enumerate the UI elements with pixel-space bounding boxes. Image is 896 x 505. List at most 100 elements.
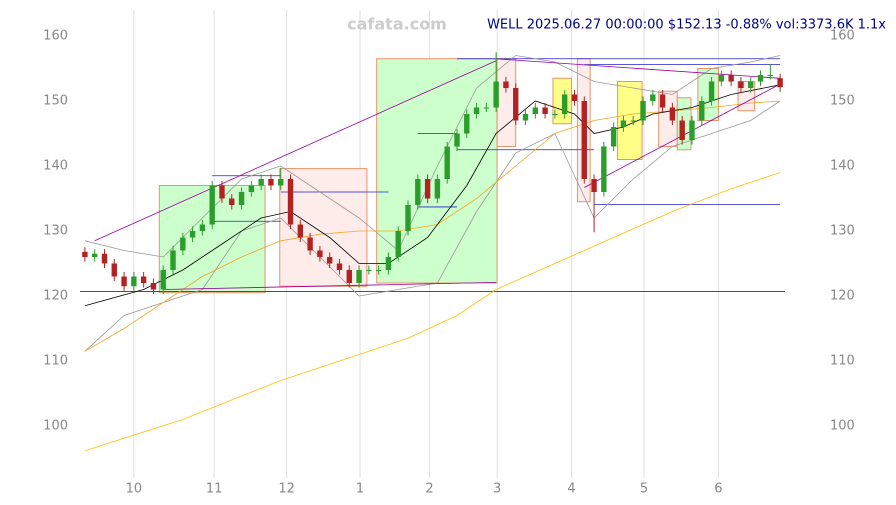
candle-body xyxy=(454,133,460,147)
y-tick-label: 130 xyxy=(43,224,68,239)
y-tick-label: 140 xyxy=(43,159,68,174)
candle-body xyxy=(385,257,392,270)
candle-body xyxy=(591,179,597,192)
candle-body xyxy=(101,253,108,264)
candle-body xyxy=(82,251,88,257)
x-tick-label: 5 xyxy=(640,482,648,497)
candle-body xyxy=(434,179,441,199)
x-tick-label: 4 xyxy=(567,482,575,497)
y-tick-label: 120 xyxy=(43,289,68,304)
y-tick-label: 160 xyxy=(43,29,68,44)
candle-body xyxy=(219,185,225,199)
candle-body xyxy=(91,253,98,257)
y-tick-label-right: 140 xyxy=(830,159,855,174)
y-tick-label-right: 110 xyxy=(830,354,855,369)
y-tick-label-right: 100 xyxy=(830,419,855,434)
candle-body xyxy=(326,257,333,264)
overlay-line xyxy=(496,58,781,79)
candle-body xyxy=(483,107,490,109)
candle-body xyxy=(699,101,705,121)
candle-body xyxy=(757,75,764,82)
candle-body xyxy=(503,81,509,88)
candle-body xyxy=(297,224,304,238)
candle-body xyxy=(415,179,421,205)
y-tick-label: 110 xyxy=(43,354,68,369)
candle-body xyxy=(229,198,235,205)
candles xyxy=(82,52,783,295)
chart-title: WELL 2025.06.27 00:00:00 $152.13 -0.88% … xyxy=(487,18,886,33)
candle-body xyxy=(542,107,548,114)
zone xyxy=(496,58,517,147)
watermark: cafata.com xyxy=(347,15,447,34)
x-tick-label: 3 xyxy=(493,482,501,497)
y-tick-label-right: 150 xyxy=(830,94,855,109)
candle-body xyxy=(375,270,382,271)
overlay-line xyxy=(84,172,781,452)
candle-body xyxy=(679,120,685,140)
candle-body xyxy=(610,127,617,147)
candle-body xyxy=(424,179,431,199)
candle-body xyxy=(620,120,627,127)
x-tick-label: 12 xyxy=(278,482,295,497)
candle-body xyxy=(121,276,127,287)
candle-body xyxy=(640,101,646,121)
candle-body xyxy=(767,75,774,76)
candle-body xyxy=(366,270,372,271)
candle-body xyxy=(552,114,558,115)
overlay-line xyxy=(84,55,781,258)
candle-body xyxy=(268,179,274,186)
candle-body xyxy=(650,94,656,101)
candle-body xyxy=(777,78,783,88)
candle-body xyxy=(209,185,215,225)
candle-body xyxy=(238,192,245,205)
candle-body xyxy=(728,75,734,82)
overlay-line xyxy=(94,60,497,242)
overlay-line xyxy=(163,282,497,290)
candle-body xyxy=(287,179,294,225)
zone xyxy=(376,58,498,284)
candle-body xyxy=(346,270,352,283)
x-tick-label: 10 xyxy=(126,482,143,497)
candle-body xyxy=(405,205,411,231)
candle-body xyxy=(630,120,636,122)
candle-body xyxy=(571,94,578,101)
candle-body xyxy=(307,237,313,251)
candle-body xyxy=(140,276,147,283)
candle-body xyxy=(708,81,715,101)
candle-body xyxy=(669,107,676,121)
candle-body xyxy=(464,114,470,134)
candle-body xyxy=(131,276,137,287)
x-tick-label: 1 xyxy=(356,482,364,497)
candle-body xyxy=(336,263,343,270)
y-tick-label-right: 130 xyxy=(830,224,855,239)
overlay-line xyxy=(84,84,781,307)
candle-body xyxy=(248,185,255,192)
candle-body xyxy=(532,107,539,114)
candle-body xyxy=(395,231,401,257)
candle-body xyxy=(718,75,725,82)
candle-body xyxy=(659,94,666,108)
candle-body xyxy=(581,101,587,179)
y-tick-label: 100 xyxy=(43,419,68,434)
overlay-line xyxy=(84,100,781,352)
candle-body xyxy=(258,179,264,186)
candle-body xyxy=(189,231,196,238)
candle-body xyxy=(601,146,607,192)
x-tick-label: 11 xyxy=(206,482,223,497)
candle-body xyxy=(170,250,176,270)
candle-body xyxy=(473,107,480,114)
candle-body xyxy=(561,94,568,114)
candle-body xyxy=(278,179,284,186)
x-tick-label: 6 xyxy=(714,482,722,497)
candle-body xyxy=(513,88,519,121)
candle-body xyxy=(111,263,117,277)
candle-body xyxy=(748,81,754,88)
candle-body xyxy=(522,114,529,121)
y-tick-label: 150 xyxy=(43,94,68,109)
candle-body xyxy=(160,270,166,290)
candle-body xyxy=(180,237,186,251)
candle-body xyxy=(738,81,744,88)
candle-body xyxy=(317,250,323,257)
